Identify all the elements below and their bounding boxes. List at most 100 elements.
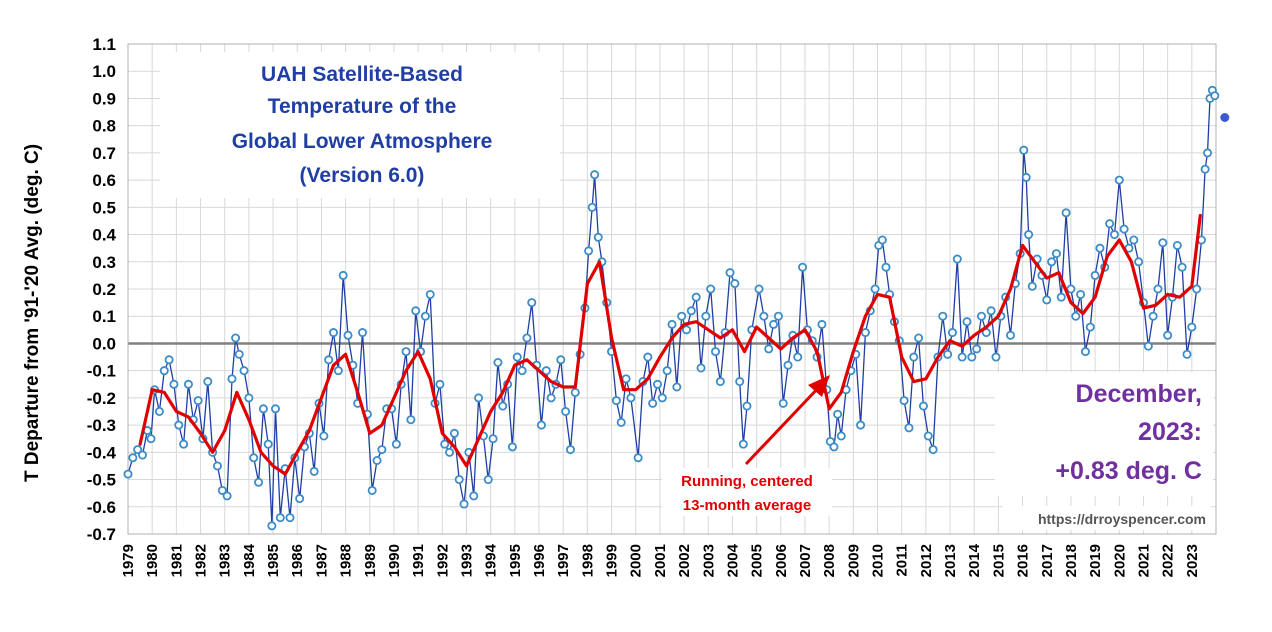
- monthly-point: [759, 311, 769, 321]
- monthly-point: [914, 333, 924, 343]
- monthly-point: [435, 379, 445, 389]
- monthly-point: [881, 262, 891, 272]
- monthly-point: [249, 453, 259, 463]
- monthly-point: [217, 485, 227, 495]
- y-tick-label: 0.4: [92, 226, 116, 245]
- monthly-point: [231, 333, 241, 343]
- y-tick-label: -0.7: [87, 525, 116, 544]
- monthly-point: [976, 311, 986, 321]
- y-tick-label: -0.4: [87, 443, 117, 462]
- chart-title-line-4: (Version 6.0): [300, 164, 425, 187]
- source-box: [1003, 506, 1211, 530]
- monthly-point: [943, 349, 953, 359]
- x-tick-label: 1998: [579, 544, 596, 577]
- monthly-point: [1076, 289, 1086, 299]
- monthly-point: [319, 431, 329, 441]
- y-tick-label: -0.1: [87, 362, 116, 381]
- monthly-point: [295, 494, 305, 504]
- monthly-point: [701, 311, 711, 321]
- series-monthly: [123, 85, 1220, 531]
- x-tick-label: 2022: [1160, 544, 1177, 577]
- x-tick-label: 1996: [531, 544, 548, 577]
- monthly-point: [1210, 91, 1220, 101]
- monthly-point: [928, 445, 938, 455]
- monthly-point: [1021, 172, 1031, 182]
- x-tick-label: 2010: [870, 544, 887, 577]
- monthly-point: [1005, 330, 1015, 340]
- monthly-point: [406, 415, 416, 425]
- annotation-year: 2023:: [1138, 418, 1202, 446]
- monthly-point: [1051, 249, 1061, 259]
- monthly-point: [1019, 145, 1029, 155]
- monthly-point: [343, 330, 353, 340]
- x-tick-label: 2011: [894, 544, 911, 577]
- monthly-point: [793, 352, 803, 362]
- x-tick-label: 2017: [1039, 544, 1056, 577]
- running-note-line-2: 13-month average: [683, 497, 811, 514]
- x-tick-label: 2014: [966, 543, 983, 577]
- x-tick-label: 1994: [483, 543, 500, 577]
- source-url: https://drroyspencer.com: [1038, 511, 1206, 527]
- y-tick-label: 0.5: [92, 198, 116, 217]
- monthly-point: [1047, 257, 1057, 267]
- monthly-point: [420, 311, 430, 321]
- monthly-point: [833, 409, 843, 419]
- monthly-point: [667, 319, 677, 329]
- x-tick-label: 1984: [241, 543, 258, 577]
- monthly-point: [561, 406, 571, 416]
- monthly-point: [329, 328, 339, 338]
- x-tick-label: 2023: [1184, 544, 1201, 577]
- monthly-point: [1061, 208, 1071, 218]
- x-tick-label: 1995: [507, 544, 524, 577]
- monthly-point: [662, 366, 672, 376]
- monthly-point: [333, 366, 343, 376]
- monthly-point: [1203, 148, 1213, 158]
- x-tick-label: 2019: [1087, 544, 1104, 577]
- x-tick-label: 2020: [1111, 544, 1128, 577]
- monthly-point: [1158, 238, 1168, 248]
- monthly-point: [367, 485, 377, 495]
- monthly-point: [275, 513, 285, 523]
- monthly-point: [856, 420, 866, 430]
- monthly-point: [1143, 341, 1153, 351]
- y-axis-ticks: 1.1 1.0 0.9 0.8 0.7 0.6 0.5 0.4 0.3 0.2 0.1 0.0 -0.1…: [87, 35, 117, 544]
- monthly-point: [957, 352, 967, 362]
- x-tick-label: 1985: [265, 544, 282, 577]
- y-tick-label: 0.0: [92, 334, 116, 353]
- monthly-point: [285, 513, 295, 523]
- monthly-point: [517, 366, 527, 376]
- monthly-point: [877, 235, 887, 245]
- monthly-point: [123, 469, 133, 479]
- monthly-point: [1148, 311, 1158, 321]
- x-tick-label: 2004: [724, 543, 741, 577]
- monthly-point: [590, 170, 600, 180]
- monthly-point: [372, 455, 382, 465]
- y-tick-label: 1.1: [92, 35, 116, 54]
- monthly-point: [1163, 330, 1173, 340]
- monthly-point: [715, 377, 725, 387]
- monthly-point: [411, 306, 421, 316]
- monthly-point: [159, 366, 169, 376]
- x-tick-label: 2018: [1063, 544, 1080, 577]
- x-tick-label: 2003: [700, 544, 717, 577]
- monthly-point: [212, 461, 222, 471]
- monthly-point: [648, 398, 658, 408]
- monthly-point: [391, 439, 401, 449]
- monthly-point: [778, 398, 788, 408]
- running-note-arrowhead: [808, 375, 830, 397]
- monthly-point: [401, 347, 411, 357]
- monthly-point: [1095, 243, 1105, 253]
- monthly-point: [652, 379, 662, 389]
- monthly-point: [512, 352, 522, 362]
- monthly-point: [1056, 292, 1066, 302]
- x-tick-label: 1979: [120, 544, 137, 577]
- monthly-point: [836, 431, 846, 441]
- monthly-point: [324, 355, 334, 365]
- latest-point-group: [1220, 113, 1230, 122]
- y-tick-label: -0.2: [87, 389, 116, 408]
- monthly-point: [146, 434, 156, 444]
- monthly-point: [611, 396, 621, 406]
- chart-title-line-3: Global Lower Atmosphere: [232, 130, 493, 153]
- monthly-point: [1192, 284, 1202, 294]
- monthly-point: [860, 328, 870, 338]
